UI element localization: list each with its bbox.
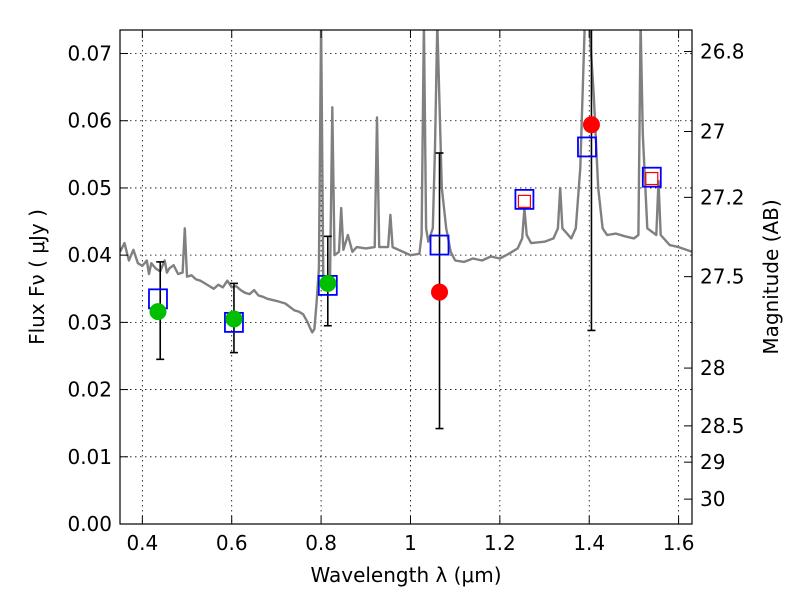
observed-point-red-1 [431,283,449,301]
magnitude-tick-label: 27.2 [700,185,745,209]
magnitude-tick-label: 27 [700,119,725,143]
label-layer: 0.4 0.6 0.8 1 1.2 1.4 1.6 0.00 0.01 0.02 0.03 0.04 0… [25,40,783,587]
x-tick-label: 1.2 [484,531,516,555]
y-axis-title: Flux Fν ( μJy ) [25,209,49,345]
x-tick-label: 0.4 [126,531,158,555]
observed-point-green-1 [149,303,167,321]
y-tick-label: 0.02 [67,378,112,402]
observed-point-red-2 [582,116,600,134]
plot-frame [119,29,693,525]
x-tick-label: 0.8 [305,531,337,555]
magnitude-tick-label: 27.5 [700,265,745,289]
observed-point-green-2 [225,310,243,328]
right-axis-title: Magnitude (AB) [759,199,783,354]
spectrum-layer [120,30,692,334]
y-tick-label: 0.07 [67,42,112,66]
magnitude-tick-label: 30 [700,487,725,511]
model-box-blue-6 [577,136,597,158]
marker-layer [148,116,662,333]
y-tick-label: 0.04 [67,243,112,267]
x-tick-label: 1.6 [663,531,695,555]
model-box-red-1 [517,194,532,208]
y-tick-label: 0.05 [67,176,112,200]
model-box-red-2 [645,171,659,186]
x-axis-title: Wavelength λ (μm) [310,563,501,587]
y-tick-label: 0.03 [67,310,112,334]
x-tick-label: 1.4 [573,531,605,555]
model-box-blue-5 [514,188,535,210]
magnitude-tick-label: 28.5 [700,414,745,438]
magnitude-tick-label: 29 [700,450,725,474]
y-tick-label: 0.01 [67,445,112,469]
grid-layer [120,30,692,524]
axes-layer [119,29,693,525]
magnitude-tick-label: 28 [700,356,725,380]
observed-point-green-3 [319,274,337,292]
model-spectrum-line [120,30,692,334]
x-tick-label: 1 [404,531,417,555]
error-bar-5 [587,30,596,332]
y-tick-label: 0.00 [67,512,112,536]
model-box-blue-4 [429,234,450,256]
model-box-blue-7 [641,166,662,188]
magnitude-tick-label: 26.8 [700,40,745,64]
y-tick-label: 0.06 [67,109,112,133]
x-tick-label: 0.6 [216,531,248,555]
